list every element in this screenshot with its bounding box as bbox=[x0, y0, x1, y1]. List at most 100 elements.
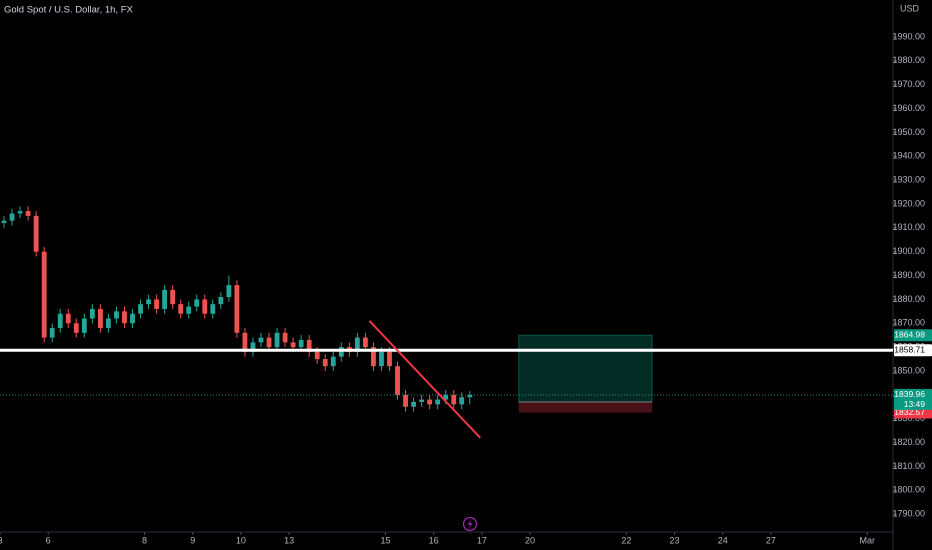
y-tick-label: 1790.00 bbox=[892, 508, 925, 518]
y-tick-label: 1820.00 bbox=[892, 437, 925, 447]
candle-body bbox=[371, 347, 376, 367]
candle-body bbox=[9, 213, 15, 221]
x-tick-label: 3 bbox=[0, 535, 3, 545]
y-tick-label: 1930.00 bbox=[892, 174, 925, 184]
candle-body bbox=[459, 397, 465, 405]
x-tick-label: 27 bbox=[766, 535, 776, 545]
candle-body bbox=[41, 251, 47, 338]
y-tick-label: 1920.00 bbox=[892, 198, 925, 208]
candle-body bbox=[218, 297, 224, 305]
y-tick-label: 1900.00 bbox=[892, 246, 925, 256]
candle-body bbox=[162, 289, 168, 309]
candle-body bbox=[89, 308, 95, 319]
candle-body bbox=[202, 299, 208, 314]
candle-body bbox=[298, 339, 304, 348]
candle-body bbox=[266, 337, 272, 348]
replay-icon[interactable] bbox=[462, 516, 478, 532]
candle-body bbox=[451, 394, 457, 405]
candle-body bbox=[97, 308, 103, 329]
candle-body bbox=[210, 304, 216, 314]
x-tick-label: 20 bbox=[525, 535, 535, 545]
candle-body bbox=[427, 399, 433, 405]
candle-body bbox=[57, 313, 63, 329]
y-tick-label: 1880.00 bbox=[892, 294, 925, 304]
y-tick-label: 1810.00 bbox=[892, 461, 925, 471]
price-tag-label: 1832.57 bbox=[894, 407, 925, 417]
candle-body bbox=[250, 342, 256, 352]
candle-body bbox=[17, 211, 23, 214]
x-tick-label: 23 bbox=[670, 535, 680, 545]
x-tick-label: 6 bbox=[46, 535, 51, 545]
price-tag-label: 1839.96 bbox=[894, 389, 925, 399]
candle-body bbox=[194, 299, 200, 307]
countdown-label: 13:49 bbox=[904, 399, 926, 409]
candle-body bbox=[290, 342, 296, 348]
candle-body bbox=[73, 323, 79, 333]
candle-body bbox=[65, 313, 71, 324]
y-tick-label: 1950.00 bbox=[892, 127, 925, 137]
candle-body bbox=[33, 215, 39, 252]
candle-body bbox=[49, 328, 55, 338]
y-tick-label: 1940.00 bbox=[892, 151, 925, 161]
candle-body bbox=[274, 332, 280, 348]
candle-body bbox=[258, 337, 264, 343]
candle-body bbox=[338, 347, 344, 357]
trendline bbox=[368, 320, 481, 439]
candle-body bbox=[435, 399, 441, 405]
candle-body bbox=[25, 211, 31, 216]
y-tick-label: 1870.00 bbox=[892, 318, 925, 328]
y-tick-label: 1800.00 bbox=[892, 485, 925, 495]
candle-body bbox=[138, 304, 143, 314]
candle-body bbox=[81, 318, 87, 333]
candle-body bbox=[314, 351, 320, 360]
candle-body bbox=[387, 351, 392, 367]
candle-body bbox=[170, 289, 176, 305]
x-tick-label: 10 bbox=[236, 535, 246, 545]
candle-body bbox=[306, 339, 312, 352]
candle-body bbox=[146, 299, 151, 305]
candle-body bbox=[114, 311, 119, 319]
candle-body bbox=[1, 220, 7, 224]
y-tick-label: 1910.00 bbox=[892, 222, 925, 232]
candle-body bbox=[322, 359, 328, 367]
candle-body bbox=[395, 366, 400, 395]
candle-body bbox=[106, 318, 111, 329]
chart-title: Gold Spot / U.S. Dollar, 1h, FX bbox=[4, 5, 133, 16]
y-tick-label: 1970.00 bbox=[892, 79, 925, 89]
x-tick-label: 8 bbox=[142, 535, 147, 545]
candle-body bbox=[403, 394, 408, 407]
x-tick-label: 16 bbox=[429, 535, 439, 545]
candle-body bbox=[354, 337, 360, 352]
x-tick-label: 22 bbox=[621, 535, 631, 545]
y-tick-label: 1990.00 bbox=[892, 31, 925, 41]
stop-zone bbox=[518, 401, 653, 413]
y-tick-label: 1960.00 bbox=[892, 103, 925, 113]
candle-body bbox=[419, 399, 425, 402]
price-tag bbox=[894, 344, 932, 357]
candle-body bbox=[362, 337, 368, 348]
currency-label: USD bbox=[900, 3, 920, 13]
candle-body bbox=[122, 311, 127, 324]
y-tick-label: 1890.00 bbox=[892, 270, 925, 280]
x-tick-label: 15 bbox=[380, 535, 390, 545]
candle-body bbox=[330, 356, 336, 367]
candle-body bbox=[282, 332, 288, 343]
candle-body bbox=[467, 394, 473, 398]
price-tag-label: 1864.98 bbox=[894, 329, 925, 339]
candle-body bbox=[178, 304, 184, 314]
target-zone bbox=[518, 334, 653, 403]
y-tick-label: 1850.00 bbox=[892, 365, 925, 375]
candle-body bbox=[130, 313, 135, 324]
x-tick-label: Mar bbox=[860, 535, 876, 545]
price-tag bbox=[894, 329, 932, 342]
price-tag-label: 1858.71 bbox=[894, 344, 925, 354]
x-tick-label: 13 bbox=[284, 535, 294, 545]
price-tag bbox=[894, 388, 932, 410]
x-tick-label: 17 bbox=[477, 535, 487, 545]
candle-body bbox=[186, 306, 192, 314]
candle-body bbox=[443, 394, 449, 400]
x-tick-label: 9 bbox=[190, 535, 195, 545]
x-tick-label: 24 bbox=[718, 535, 728, 545]
